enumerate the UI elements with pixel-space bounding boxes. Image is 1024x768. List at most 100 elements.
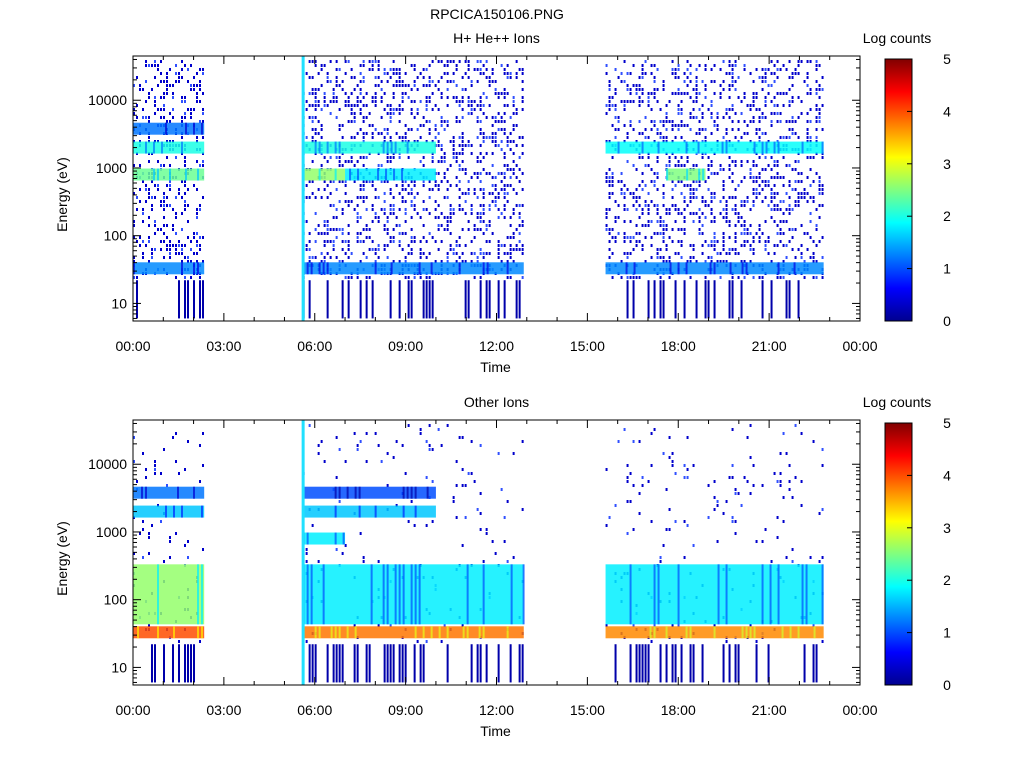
noise-speck [734,64,737,67]
noise-speck [374,76,377,79]
noise-speck [172,224,174,227]
noise-speck [755,108,758,111]
noise-speck [428,100,431,103]
noise-speck [782,156,785,159]
noise-speck [175,532,177,535]
low-energy-tick [392,644,395,683]
noise-speck [677,240,680,243]
noise-speck [386,156,389,159]
noise-speck [446,96,449,99]
noise-speck [815,64,818,67]
band-texture [698,168,701,181]
noise-speck [383,244,386,247]
noise-speck [749,108,752,111]
noise-speck [725,640,728,643]
band-texture [314,626,317,639]
noise-speck [632,484,635,487]
noise-speck [680,112,683,115]
figure-title: RPCICA150106.PNG [430,6,564,22]
noise-speck [398,108,401,111]
noise-speck [362,252,365,255]
noise-speck [656,252,659,255]
noise-speck [818,64,821,67]
noise-speck [190,108,192,111]
noise-speck [521,80,524,83]
band-texture [430,626,433,639]
noise-speck [776,92,779,95]
band-texture [657,141,660,154]
noise-speck [680,108,683,111]
noise-speck [686,524,689,527]
noise-speck [605,468,608,471]
noise-speck [181,116,183,119]
noise-speck [395,224,398,227]
noise-speck [428,252,431,255]
band-texture [685,262,688,275]
noise-speck [752,276,755,279]
noise-speck [641,244,644,247]
noise-speck [683,220,686,223]
low-energy-tick [626,280,629,319]
noise-speck [518,180,521,183]
noise-speck [305,136,308,139]
noise-speck [815,88,818,91]
noise-speck [521,224,524,227]
low-energy-tick [308,280,311,319]
energy-band [133,505,205,518]
noise-speck [377,624,380,627]
noise-speck [503,252,506,255]
noise-speck [632,248,635,251]
noise-speck [428,232,431,235]
band-texture [181,505,183,518]
noise-speck [752,180,755,183]
noise-speck [169,184,171,187]
noise-speck [374,432,377,435]
noise-speck [437,80,440,83]
noise-speck [389,136,392,139]
noise-speck [623,184,626,187]
noise-speck [317,72,320,75]
noise-speck [626,476,629,479]
noise-speck [437,144,440,147]
noise-speck [713,192,716,195]
low-energy-tick [422,644,425,683]
noise-speck [809,92,812,95]
noise-speck [416,212,419,215]
noise-speck [779,240,782,243]
noise-speck [647,212,650,215]
noise-speck [347,244,350,247]
band-texture [721,141,724,154]
noise-speck [446,64,449,67]
noise-speck [335,476,338,479]
noise-speck [464,516,467,519]
noise-speck [623,100,626,103]
noise-speck [770,120,773,123]
noise-speck [677,88,680,91]
noise-speck [476,508,479,511]
noise-speck [329,80,332,83]
noise-speck [365,460,368,463]
noise-speck [770,208,773,211]
noise-speck [788,196,791,199]
noise-speck [386,104,389,107]
noise-speck [782,260,785,263]
noise-speck [521,440,524,443]
noise-speck [731,76,734,79]
noise-speck [157,140,159,143]
noise-speck [668,436,671,439]
noise-speck [506,136,509,139]
noise-speck [662,236,665,239]
noise-speck [779,472,782,475]
noise-speck [163,108,165,111]
noise-speck [154,76,156,79]
noise-speck [350,76,353,79]
noise-speck [728,140,731,143]
noise-speck [785,120,788,123]
noise-speck [773,80,776,83]
noise-speck [356,220,359,223]
noise-speck [749,260,752,263]
noise-speck [623,236,626,239]
noise-speck [671,452,674,455]
noise-speck [181,252,183,255]
noise-speck [509,116,512,119]
